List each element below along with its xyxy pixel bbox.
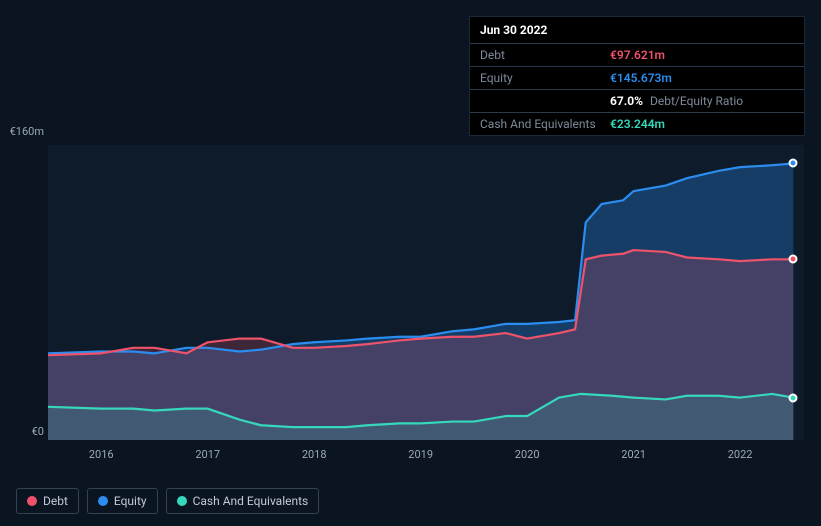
x-tick: 2017 bbox=[195, 448, 220, 461]
x-tick: 2020 bbox=[515, 448, 540, 461]
tooltip-label: Debt bbox=[480, 48, 610, 62]
tooltip-label bbox=[480, 94, 610, 108]
tooltip-label: Cash And Equivalents bbox=[480, 117, 610, 131]
x-tick: 2016 bbox=[89, 448, 114, 461]
x-tick: 2022 bbox=[728, 448, 753, 461]
chart-tooltip: Jun 30 2022 Debt €97.621m Equity €145.67… bbox=[469, 16, 805, 136]
tooltip-label: Equity bbox=[480, 71, 610, 85]
x-tick: 2018 bbox=[302, 448, 327, 461]
swatch-icon bbox=[177, 496, 187, 506]
legend-cash[interactable]: Cash And Equivalents bbox=[166, 488, 320, 514]
tooltip-row-ratio: 67.0% Debt/Equity Ratio bbox=[470, 90, 804, 113]
legend: Debt Equity Cash And Equivalents bbox=[16, 488, 319, 514]
marker-equity bbox=[789, 159, 798, 168]
tooltip-value: €97.621m bbox=[610, 48, 665, 62]
tooltip-date: Jun 30 2022 bbox=[470, 17, 804, 44]
legend-debt[interactable]: Debt bbox=[16, 488, 79, 514]
chart-plot[interactable] bbox=[48, 145, 804, 440]
y-axis-min: €0 bbox=[4, 425, 44, 438]
swatch-icon bbox=[27, 496, 37, 506]
legend-label: Cash And Equivalents bbox=[193, 494, 309, 508]
legend-label: Debt bbox=[43, 494, 68, 508]
x-tick: 2019 bbox=[408, 448, 433, 461]
swatch-icon bbox=[98, 496, 108, 506]
marker-debt bbox=[789, 255, 798, 264]
tooltip-value: €23.244m bbox=[610, 117, 665, 131]
x-tick: 2021 bbox=[621, 448, 646, 461]
tooltip-ratio: 67.0% Debt/Equity Ratio bbox=[610, 94, 743, 108]
tooltip-row-debt: Debt €97.621m bbox=[470, 44, 804, 67]
legend-label: Equity bbox=[114, 494, 147, 508]
marker-cash bbox=[789, 393, 798, 402]
legend-equity[interactable]: Equity bbox=[87, 488, 158, 514]
tooltip-row-cash: Cash And Equivalents €23.244m bbox=[470, 113, 804, 135]
y-axis-max: €160m bbox=[4, 125, 44, 138]
tooltip-row-equity: Equity €145.673m bbox=[470, 67, 804, 90]
chart-svg bbox=[48, 145, 804, 440]
tooltip-value: €145.673m bbox=[610, 71, 672, 85]
